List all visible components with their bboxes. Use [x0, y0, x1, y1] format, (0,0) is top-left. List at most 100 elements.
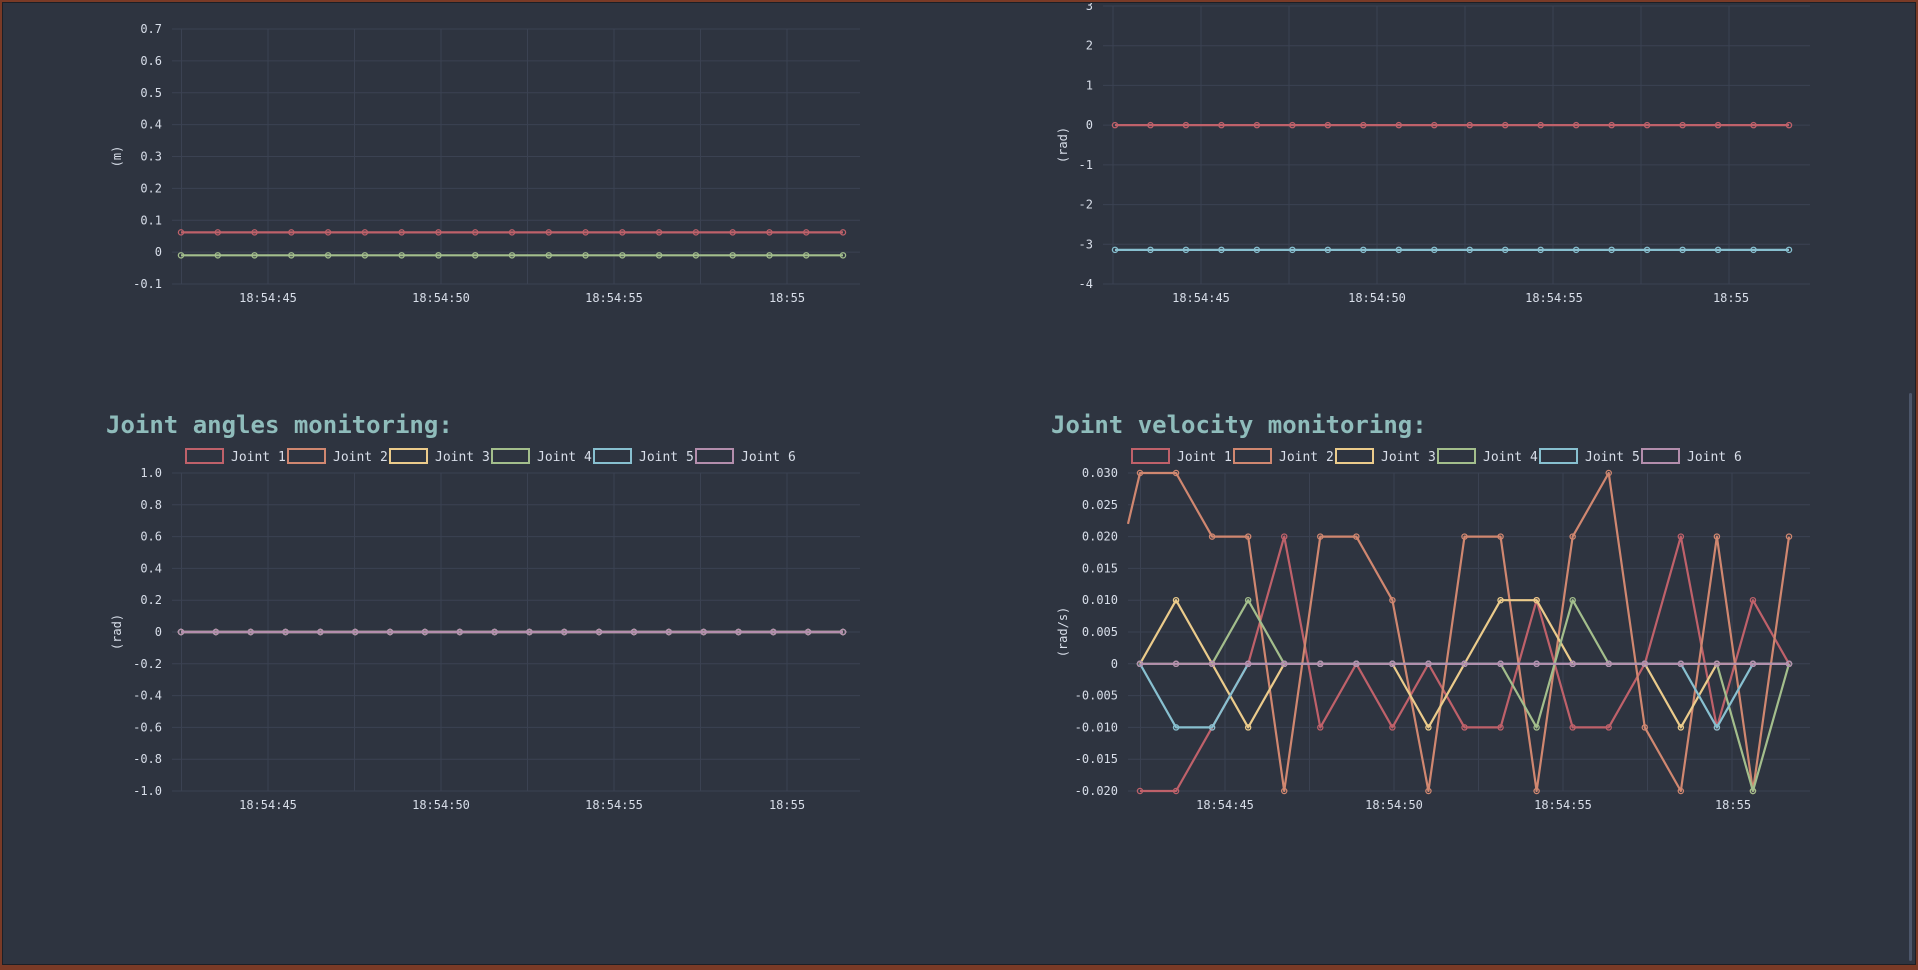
y-tick-label: 0.6: [140, 54, 162, 68]
data-point: [545, 229, 553, 236]
data-point: [1537, 121, 1544, 129]
data-point: [1749, 660, 1757, 668]
y-tick-label: 0.010: [1082, 593, 1118, 607]
data-point: [1111, 121, 1119, 129]
data-point: [1714, 121, 1722, 129]
data-point: [1677, 787, 1685, 795]
data-point: [526, 628, 533, 636]
data-point: [1572, 121, 1580, 129]
data-point: [177, 252, 185, 259]
data-point: [324, 229, 332, 236]
data-point: [1497, 596, 1504, 604]
x-tick-label: 18:55: [769, 291, 805, 305]
data-point: [508, 252, 516, 259]
data-point: [1208, 724, 1216, 731]
x-tick-label: 18:54:50: [412, 798, 470, 812]
data-point: [351, 628, 359, 636]
data-point: [435, 229, 442, 236]
legend-label: Joint 4: [1483, 450, 1538, 465]
data-point: [1677, 724, 1685, 731]
data-point: [1497, 533, 1504, 540]
y-tick-label: 1: [1086, 78, 1093, 92]
x-tick-label: 18:55: [1713, 291, 1749, 305]
data-point: [839, 628, 847, 636]
data-point: [655, 252, 663, 259]
data-point: [802, 229, 810, 236]
legend-label: Joint 5: [639, 450, 694, 465]
y-axis-label: (rad/s): [1056, 607, 1070, 658]
data-point: [735, 628, 742, 636]
data-point: [288, 252, 295, 259]
legend-swatch: [1437, 448, 1476, 464]
legend-swatch: [1641, 448, 1680, 464]
legend-swatch: [491, 448, 530, 464]
data-point: [1253, 121, 1261, 129]
y-tick-label: 0.4: [140, 561, 162, 575]
y-tick-label: -3: [1079, 237, 1093, 251]
data-point: [386, 628, 394, 636]
data-point: [619, 252, 626, 259]
data-point: [1218, 246, 1225, 254]
data-point: [1569, 660, 1576, 668]
data-point: [1136, 787, 1144, 795]
y-tick-label: 0.6: [140, 530, 162, 544]
data-point: [288, 229, 295, 236]
data-point: [839, 229, 847, 236]
data-point: [1244, 660, 1252, 668]
data-point: [1461, 724, 1468, 731]
data-point: [1244, 533, 1252, 540]
legend-label: Joint 2: [333, 450, 388, 465]
legend-label: Joint 1: [1177, 450, 1232, 465]
x-tick-label: 18:54:45: [239, 291, 297, 305]
data-point: [247, 628, 254, 636]
x-tick-label: 18:54:45: [239, 798, 297, 812]
data-point: [324, 252, 332, 259]
data-point: [700, 628, 707, 636]
legend-label: Joint 4: [537, 450, 592, 465]
legend-label: Joint 5: [1585, 450, 1640, 465]
data-point: [770, 628, 777, 636]
data-point: [1569, 724, 1576, 731]
legend-swatch: [389, 448, 428, 464]
data-point: [1749, 596, 1757, 604]
data-point: [1608, 246, 1615, 254]
joint-angles-title: Joint angles monitoring:: [106, 411, 453, 439]
data-point: [655, 229, 663, 236]
data-point: [1389, 660, 1396, 668]
legend-swatch: [1131, 448, 1170, 464]
data-point: [1317, 660, 1324, 668]
data-point: [839, 252, 847, 259]
data-point: [1605, 724, 1612, 731]
data-point: [582, 252, 589, 259]
data-point: [251, 229, 258, 236]
legend-label: Joint 3: [435, 450, 490, 465]
data-point: [471, 229, 479, 236]
data-point: [398, 252, 405, 259]
data-point: [214, 252, 222, 259]
y-tick-label: 0.2: [140, 181, 162, 195]
data-point: [491, 628, 498, 636]
page-scrollbar[interactable]: [1909, 393, 1912, 961]
data-point: [1785, 533, 1793, 540]
data-point: [1501, 246, 1509, 254]
data-point: [1172, 724, 1180, 731]
x-tick-label: 18:54:55: [585, 291, 643, 305]
data-point: [1353, 533, 1360, 540]
data-point: [1111, 246, 1119, 254]
data-point: [1497, 724, 1504, 731]
y-tick-label: -0.015: [1075, 752, 1118, 766]
data-point: [1497, 660, 1504, 668]
data-point: [1461, 533, 1468, 540]
data-point: [1572, 246, 1580, 254]
data-point: [1679, 246, 1686, 254]
data-point: [1136, 660, 1144, 668]
data-point: [1605, 469, 1612, 477]
y-tick-label: -0.4: [133, 689, 162, 703]
data-point: [1713, 724, 1721, 731]
y-tick-label: 0.020: [1082, 530, 1118, 544]
data-point: [1533, 787, 1540, 795]
x-tick-label: 18:54:45: [1196, 798, 1254, 812]
data-point: [1679, 121, 1686, 129]
